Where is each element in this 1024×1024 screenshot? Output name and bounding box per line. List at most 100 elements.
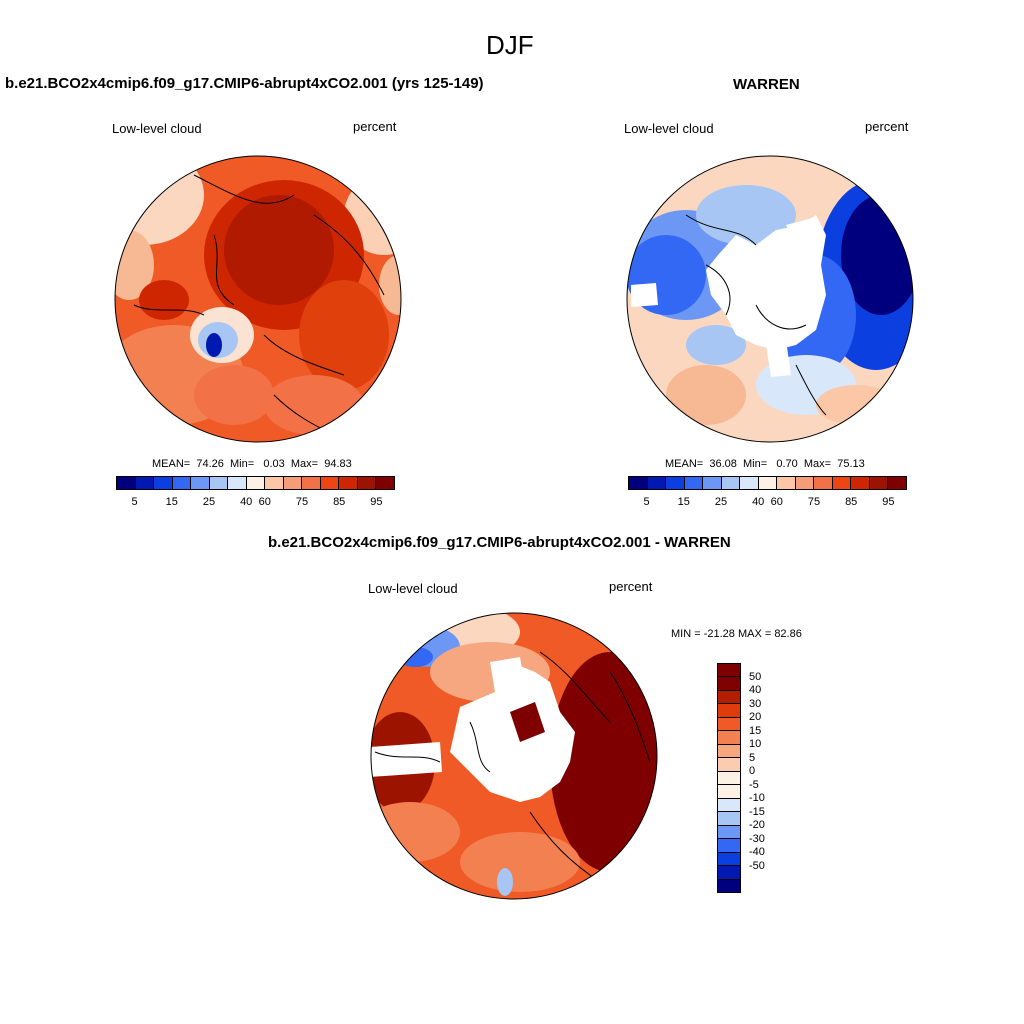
panel2-colorbar-label: 85 bbox=[845, 496, 858, 508]
panel2-colorbar-box bbox=[703, 477, 722, 489]
panel2-colorbar-box bbox=[851, 477, 870, 489]
page-title: DJF bbox=[486, 30, 534, 60]
panel2-colorbar-box bbox=[758, 477, 778, 489]
panel1-colorbar-box bbox=[283, 477, 303, 489]
panel1-colorbar-box bbox=[302, 477, 321, 489]
panel2-colorbar-label: 25 bbox=[714, 496, 728, 508]
panel1-colorbar-box bbox=[209, 477, 229, 489]
panel2-colorbar-box bbox=[684, 477, 704, 489]
panel2-colorbar-box bbox=[888, 477, 906, 489]
panel1-colorbar-box bbox=[172, 477, 192, 489]
panel2-colorbar-label: 60 bbox=[770, 496, 783, 508]
panel2-colorbar-box bbox=[777, 477, 796, 489]
panel3-colorbar-box bbox=[718, 664, 740, 678]
panel3-colorbar-label: 5 bbox=[749, 751, 756, 764]
panel3-colorbar-box bbox=[718, 866, 740, 880]
panel2-colorbar-box bbox=[740, 477, 759, 489]
panel1-colorbar-label: 5 bbox=[131, 496, 138, 508]
panel1-colorbar-box bbox=[228, 477, 247, 489]
panel3-colorbar-label: -5 bbox=[749, 778, 759, 791]
panel3-colorbar-label: -30 bbox=[749, 832, 765, 845]
panel2-colorbar-box bbox=[721, 477, 741, 489]
panel2-colorbar-box bbox=[832, 477, 852, 489]
panel1-colorbar-box bbox=[357, 477, 377, 489]
panel1-colorbar-label: 95 bbox=[370, 496, 383, 508]
panel3-colorbar-box bbox=[718, 758, 740, 772]
panel1-units-label: percent bbox=[353, 119, 397, 134]
panel3-colorbar-box bbox=[718, 690, 740, 705]
panel2-colorbar-box bbox=[795, 477, 815, 489]
panel3-colorbar-label: 0 bbox=[749, 765, 756, 778]
panel1-colorbar-box bbox=[135, 477, 155, 489]
panel2-colorbar-box bbox=[666, 477, 685, 489]
panel3-colorbar-box bbox=[718, 771, 740, 786]
panel3-colorbar-label: 15 bbox=[749, 724, 762, 737]
panel1-variable-label: Low-level cloud bbox=[112, 121, 202, 136]
panel2-colorbar-label: 15 bbox=[677, 496, 690, 508]
panel3-colorbar-box bbox=[718, 879, 740, 892]
panel2-colorbar-box bbox=[647, 477, 667, 489]
panel1-colorbar-label: 25 bbox=[202, 496, 216, 508]
panel3-colorbar-box bbox=[718, 704, 740, 718]
panel3-colorbar-label: -50 bbox=[749, 859, 765, 872]
panel2-colorbar-box bbox=[869, 477, 889, 489]
panel1-colorbar-box bbox=[191, 477, 210, 489]
panel1-colorbar-label: 15 bbox=[165, 496, 178, 508]
panel3-colorbar-box bbox=[718, 839, 740, 853]
panel2-colorbar-label: 5 bbox=[643, 496, 650, 508]
panel3-colorbar-box bbox=[718, 798, 740, 813]
panel2-colorbar-label: 95 bbox=[882, 496, 895, 508]
panel2-colorbar-label: 75 bbox=[807, 496, 821, 508]
panel1-polar-map bbox=[114, 155, 402, 443]
panel3-colorbar-label: 50 bbox=[749, 670, 762, 683]
panel3-case-title: b.e21.BCO2x4cmip6.f09_g17.CMIP6-abrupt4x… bbox=[268, 534, 731, 551]
panel3-colorbar-box bbox=[718, 812, 740, 826]
panel2-polar-map bbox=[626, 155, 914, 443]
panel3-map-field bbox=[371, 613, 657, 899]
panel2-colorbar-label: 40 bbox=[752, 496, 765, 508]
panel2-map-field bbox=[627, 156, 913, 442]
panel1-colorbar-label: 60 bbox=[258, 496, 271, 508]
panel3-colorbar bbox=[717, 663, 741, 893]
panel3-colorbar-label: 10 bbox=[749, 738, 762, 751]
panel2-variable-label: Low-level cloud bbox=[624, 121, 714, 136]
panel2-units-label: percent bbox=[865, 119, 909, 134]
panel1-colorbar-box bbox=[246, 477, 266, 489]
panel3-colorbar-label: 20 bbox=[749, 711, 762, 724]
panel3-colorbar-label: -15 bbox=[749, 805, 765, 818]
panel3-colorbar-box bbox=[718, 785, 740, 799]
panel2-stats: MEAN= 36.08 Min= 0.70 Max= 75.13 bbox=[665, 458, 865, 470]
panel1-colorbar-box bbox=[339, 477, 358, 489]
panel1-colorbar-label: 75 bbox=[295, 496, 309, 508]
panel1-colorbar bbox=[116, 476, 395, 490]
panel3-colorbar-box bbox=[718, 825, 740, 840]
panel1-colorbar-box bbox=[265, 477, 284, 489]
panel3-colorbar-label: 40 bbox=[749, 684, 762, 697]
panel3-colorbar-box bbox=[718, 731, 740, 745]
panel1-colorbar-box bbox=[376, 477, 394, 489]
panel3-colorbar-box bbox=[718, 677, 740, 691]
panel2-colorbar-box bbox=[629, 477, 648, 489]
panel3-colorbar-label: -20 bbox=[749, 819, 765, 832]
panel3-variable-label: Low-level cloud bbox=[368, 581, 458, 596]
panel2-case-title: WARREN bbox=[733, 76, 800, 93]
panel3-colorbar-label: 30 bbox=[749, 697, 762, 710]
panel3-units-label: percent bbox=[609, 579, 653, 594]
panel3-polar-map bbox=[370, 612, 658, 900]
panel1-case-title: b.e21.BCO2x4cmip6.f09_g17.CMIP6-abrupt4x… bbox=[5, 75, 484, 92]
panel1-colorbar-box bbox=[320, 477, 340, 489]
panel1-colorbar-box bbox=[117, 477, 136, 489]
panel3-colorbar-box bbox=[718, 717, 740, 732]
panel1-colorbar-box bbox=[154, 477, 173, 489]
panel2-colorbar bbox=[628, 476, 907, 490]
panel3-minmax: MIN = -21.28 MAX = 82.86 bbox=[671, 628, 802, 640]
panel1-stats: MEAN= 74.26 Min= 0.03 Max= 94.83 bbox=[152, 458, 352, 470]
panel2-colorbar-box bbox=[814, 477, 833, 489]
panel3-colorbar-label: -10 bbox=[749, 792, 765, 805]
panel3-colorbar-label: -40 bbox=[749, 846, 765, 859]
panel1-colorbar-label: 40 bbox=[240, 496, 253, 508]
panel3-colorbar-box bbox=[718, 744, 740, 759]
panel1-colorbar-label: 85 bbox=[333, 496, 346, 508]
panel1-map-field bbox=[115, 156, 401, 442]
panel3-colorbar-box bbox=[718, 852, 740, 867]
